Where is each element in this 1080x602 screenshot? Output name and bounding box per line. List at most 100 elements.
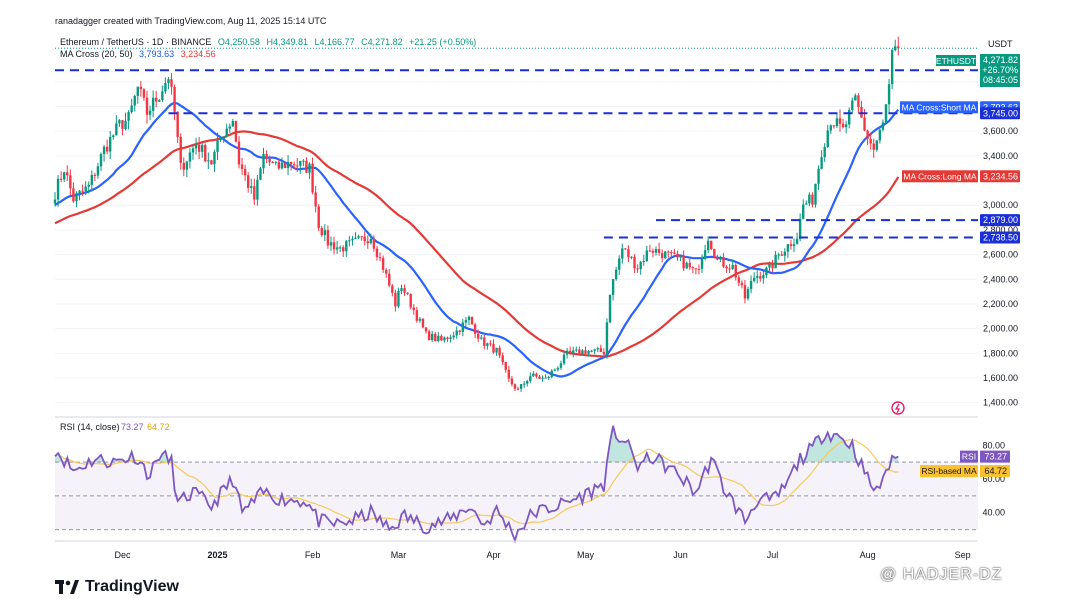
ma-long-name-text: MA Cross:Long MA: [903, 171, 977, 181]
candle-body: [366, 241, 369, 244]
candle-body: [633, 256, 636, 269]
candle-body: [167, 79, 170, 84]
candle-body: [210, 160, 213, 165]
candle-body: [749, 280, 753, 290]
candle-body: [526, 381, 529, 384]
candle-body: [627, 249, 630, 258]
level-tag-2879-text: 2,879.00: [983, 215, 1018, 225]
candle-body: [69, 175, 72, 189]
candle-body: [133, 95, 136, 106]
candle-body: [335, 247, 339, 250]
price-grid: [55, 81, 978, 404]
level-tag-2738-bg: [980, 231, 1020, 244]
candle-body: [480, 337, 483, 339]
candle-body: [452, 335, 455, 338]
ma-short-tag-text: 3,793.63: [983, 102, 1018, 112]
candle-body: [798, 218, 802, 239]
candle-body: [292, 164, 296, 166]
ma-long-name-bg: [902, 170, 978, 183]
rsi-value-tag: 73.27: [984, 452, 1007, 462]
time-tick-label: Jul: [767, 550, 779, 560]
candle-body: [378, 257, 382, 259]
candle-body: [621, 248, 624, 259]
candle-body: [406, 292, 409, 294]
candle-body: [449, 337, 452, 339]
change-value: +21.25 (+0.50%): [409, 37, 477, 47]
candle-body: [639, 261, 642, 270]
candle-body: [145, 97, 149, 115]
flash-icon-bolt: [894, 403, 901, 414]
candle-body: [817, 168, 820, 184]
candle-body: [99, 154, 103, 167]
candle-body: [614, 269, 618, 280]
candle-body: [854, 95, 857, 101]
candle-body: [237, 141, 241, 165]
candle-body: [728, 268, 731, 270]
candle-body: [363, 236, 366, 242]
candle-body: [84, 186, 87, 192]
ma-name[interactable]: MA Cross (20, 50): [60, 49, 133, 59]
candle-body: [467, 316, 471, 321]
chart-credit: ranadagger created with TradingView.com,…: [55, 16, 327, 26]
candle-body: [857, 95, 860, 107]
candle-body: [710, 240, 713, 250]
time-tick-label: Feb: [305, 550, 321, 560]
candle-body: [504, 362, 507, 370]
candle-body: [473, 324, 477, 334]
candle-body: [400, 288, 403, 291]
candle-body: [329, 242, 333, 246]
candle-body: [670, 252, 673, 254]
level-tag-2738-text: 2,738.50: [983, 232, 1018, 242]
candle-body: [559, 363, 563, 368]
candle-body: [130, 105, 133, 113]
candle-body: [700, 258, 704, 269]
last-price-tag-bg: [980, 54, 1020, 87]
level-tag-3745-text: 3,745.00: [983, 108, 1018, 118]
candle-body: [731, 265, 734, 269]
candle-body: [197, 144, 201, 152]
rsi-name-text: RSI: [962, 452, 976, 462]
candle-body: [544, 377, 547, 379]
candle-body: [434, 333, 437, 342]
candle-body: [81, 190, 84, 192]
candle-body: [605, 322, 609, 355]
candle-body: [222, 136, 225, 139]
candle-body: [584, 350, 587, 354]
candle-body: [338, 247, 342, 249]
ma-long-value: 3,234.56: [180, 49, 216, 59]
candle-body: [823, 146, 826, 158]
candles: [53, 36, 900, 393]
candle-body: [345, 241, 348, 252]
candle-body: [286, 162, 290, 169]
price-tick-label: 2,000.00: [983, 324, 1018, 334]
price-tick-label: 3,000.00: [983, 200, 1018, 210]
price-tick-label: 3,600.00: [983, 126, 1018, 136]
candle-body: [651, 250, 655, 253]
candle-body: [878, 129, 882, 141]
candle-body: [154, 97, 158, 102]
candle-body: [271, 161, 274, 163]
ma-short-value: 3,793.63: [139, 49, 175, 59]
candle-body: [673, 252, 676, 254]
currency-label[interactable]: USDT: [988, 39, 1013, 49]
candle-body: [618, 258, 621, 270]
candle-body: [430, 333, 434, 341]
candle-body: [575, 349, 578, 351]
candle-body: [777, 254, 780, 256]
candle-body: [139, 86, 143, 90]
candle-body: [722, 257, 725, 267]
candle-body: [884, 104, 888, 123]
symbol-name[interactable]: Ethereum / TetherUS · 1D · BINANCE: [60, 37, 212, 47]
symbol-tag-text: ETHUSDT: [936, 56, 976, 66]
candle-body: [219, 138, 222, 141]
ma-long-line: [54, 130, 900, 358]
candle-body: [464, 320, 468, 323]
symbol-legend: Ethereum / TetherUS · 1D · BINANCE O4,25…: [60, 37, 480, 47]
ma-long-name-tag: MA Cross:Long MA: [902, 170, 978, 183]
candle-body: [866, 130, 869, 139]
candle-body: [685, 262, 688, 269]
candle-body: [311, 163, 314, 193]
candle-body: [446, 337, 449, 339]
price-tick-label: 1,600.00: [983, 373, 1018, 383]
